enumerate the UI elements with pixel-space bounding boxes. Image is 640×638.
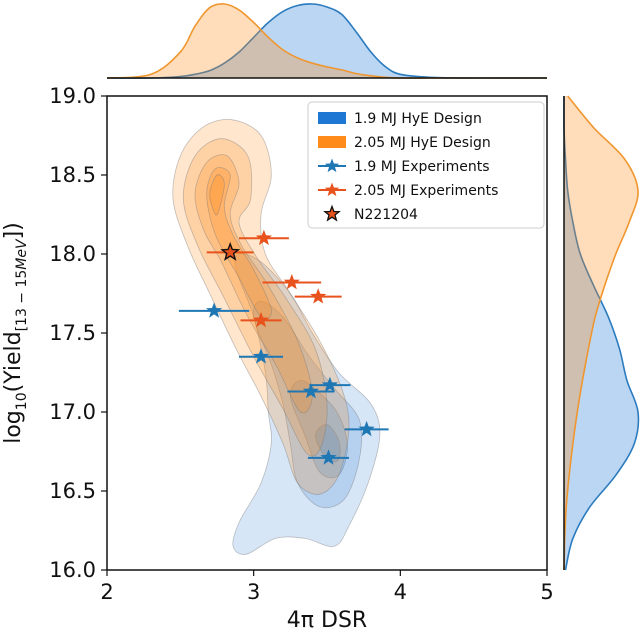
y-axis-label-close: ]) bbox=[1, 222, 26, 239]
data-point-star bbox=[252, 311, 270, 328]
x-axis-label: 4π DSR bbox=[287, 608, 367, 633]
y-axis-label-base: 10 bbox=[14, 392, 30, 410]
y-axis-label-yield: (Yield bbox=[1, 331, 26, 392]
top-marginal-line bbox=[106, 3, 548, 79]
x-tick-label: 2 bbox=[100, 580, 113, 604]
legend-star-icon bbox=[324, 158, 340, 173]
contour-level bbox=[232, 253, 381, 555]
series-2-05-mj-experiments bbox=[239, 229, 342, 328]
data-point-star bbox=[358, 420, 375, 437]
y-tick-label: 16.0 bbox=[49, 558, 96, 582]
top-marginal-fill bbox=[107, 3, 547, 79]
y-tick-label: 17.0 bbox=[49, 400, 96, 424]
y-axis-label-log: log bbox=[1, 410, 26, 444]
data-point-star bbox=[255, 229, 272, 246]
legend-entry: N221204 bbox=[323, 204, 418, 223]
x-tick-label: 4 bbox=[394, 580, 407, 604]
right-marginal-line bbox=[563, 95, 640, 571]
data-point-star bbox=[310, 288, 327, 304]
legend-label: N221204 bbox=[354, 207, 418, 223]
legend-entry: 2.05 MJ HyE Design bbox=[318, 135, 491, 151]
contour-level bbox=[209, 174, 225, 216]
experiment-points bbox=[178, 229, 389, 465]
legend-entry: 1.9 MJ HyE Design bbox=[318, 111, 482, 127]
data-point-star bbox=[252, 348, 270, 364]
right-marginal-fill bbox=[563, 96, 639, 570]
legend-swatch bbox=[318, 112, 346, 124]
legend-star-icon bbox=[324, 182, 340, 197]
right-marginal-line bbox=[563, 95, 639, 571]
legend-label: 2.05 MJ HyE Design bbox=[354, 135, 491, 151]
y-tick-label: 18.5 bbox=[49, 163, 96, 187]
y-tick-label: 17.5 bbox=[49, 321, 96, 345]
legend: 1.9 MJ HyE Design 2.05 MJ HyE Design 1.9 M… bbox=[307, 101, 545, 229]
data-point-star bbox=[302, 383, 319, 399]
contour-group-2-05mj bbox=[172, 119, 350, 495]
legend-swatch bbox=[318, 136, 346, 148]
contour-level bbox=[172, 119, 350, 495]
y-tick-label: 16.5 bbox=[49, 479, 96, 503]
contour-level bbox=[206, 167, 272, 320]
legend-label: 1.9 MJ HyE Design bbox=[354, 111, 482, 127]
contour-level bbox=[182, 138, 328, 457]
y-tick-label: 19.0 bbox=[49, 84, 96, 108]
right-marginal-density bbox=[563, 95, 640, 571]
y-axis-ticks: 16.0 16.5 17.0 17.5 18.0 18.5 19.0 bbox=[49, 84, 107, 582]
legend-entry: 1.9 MJ Experiments bbox=[318, 158, 490, 175]
legend-label: 1.9 MJ Experiments bbox=[354, 159, 490, 175]
x-axis-ticks: 2 3 4 5 bbox=[100, 570, 554, 604]
contour-level bbox=[194, 154, 313, 414]
data-point-star bbox=[283, 273, 300, 290]
series-1-9-mj-experiments bbox=[178, 302, 389, 465]
y-tick-label: 18.0 bbox=[49, 242, 96, 266]
legend-star-icon bbox=[323, 204, 341, 222]
data-point-star bbox=[220, 241, 241, 261]
data-point-star bbox=[206, 302, 223, 318]
x-tick-label: 5 bbox=[540, 580, 553, 604]
legend-entry: 2.05 MJ Experiments bbox=[318, 182, 498, 199]
legend-label: 2.05 MJ Experiments bbox=[354, 183, 498, 199]
top-marginal-fill bbox=[107, 3, 547, 79]
right-marginal-fill bbox=[564, 96, 639, 570]
x-tick-label: 3 bbox=[247, 580, 260, 604]
series-n221204 bbox=[206, 241, 254, 261]
y-axis-label: log10(Yield[13 − 15MeV]) bbox=[1, 222, 30, 444]
y-axis-label-range: [13 − 15 bbox=[14, 270, 30, 332]
data-point-star bbox=[321, 376, 338, 392]
contour-level bbox=[289, 379, 348, 479]
top-marginal-density bbox=[106, 3, 548, 79]
y-axis-label-unit: MeV bbox=[14, 238, 30, 270]
data-point-star bbox=[320, 449, 337, 465]
legend-box bbox=[307, 101, 545, 229]
